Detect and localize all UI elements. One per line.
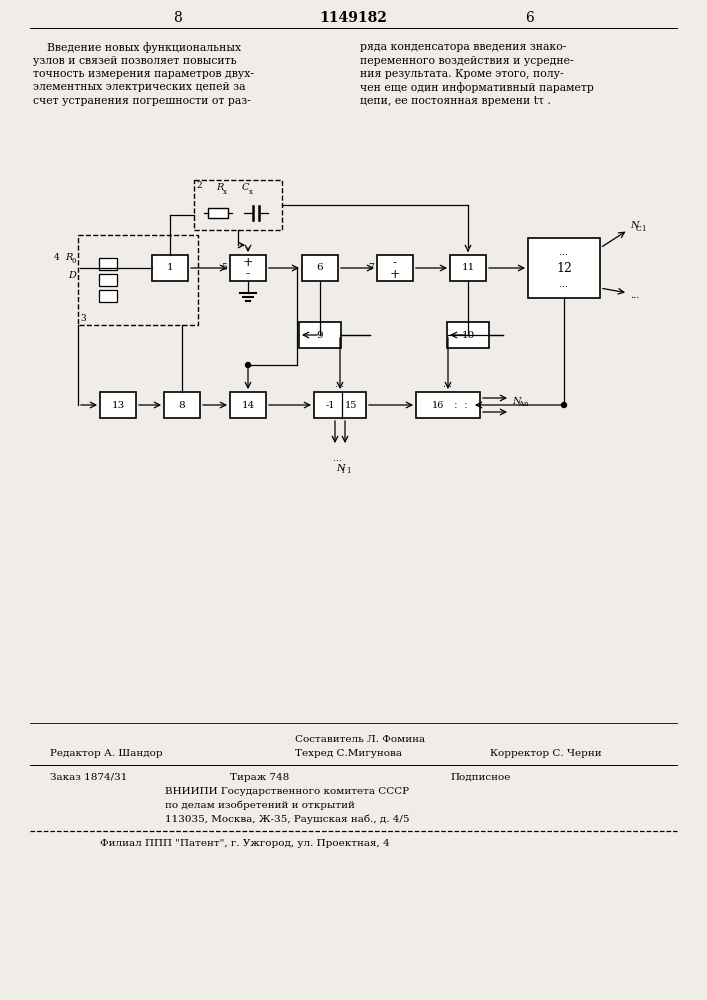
Text: 113035, Москва, Ж-35, Раушская наб., д. 4/5: 113035, Москва, Ж-35, Раушская наб., д. … xyxy=(165,815,409,824)
Text: ...: ... xyxy=(559,247,568,257)
Bar xyxy=(450,255,486,281)
Bar xyxy=(99,274,117,286)
Text: -: - xyxy=(393,256,397,269)
Text: D: D xyxy=(68,271,76,280)
Bar xyxy=(447,322,489,348)
Bar xyxy=(230,255,266,281)
Text: Тираж 748: Тираж 748 xyxy=(230,773,289,782)
Text: Филиал ППП "Патент", г. Ужгород, ул. Проектная, 4: Филиал ППП "Патент", г. Ужгород, ул. Про… xyxy=(100,839,390,848)
Text: цепи, ее постоянная времени tτ .: цепи, ее постоянная времени tτ . xyxy=(360,96,551,106)
Bar xyxy=(528,238,600,298)
Text: 14: 14 xyxy=(241,400,255,410)
Text: 6: 6 xyxy=(317,263,323,272)
Text: Техред С.Мигунова: Техред С.Мигунова xyxy=(295,749,402,758)
Circle shape xyxy=(561,402,566,408)
Text: N: N xyxy=(512,396,520,406)
Text: 12: 12 xyxy=(556,261,572,274)
Text: 10: 10 xyxy=(462,330,474,340)
Text: Редактор А. Шандор: Редактор А. Шандор xyxy=(50,749,163,758)
Text: 8: 8 xyxy=(173,11,182,25)
Bar xyxy=(314,392,366,418)
Text: x: x xyxy=(249,188,253,196)
Text: 2: 2 xyxy=(196,181,201,190)
Text: 5: 5 xyxy=(221,263,227,272)
Text: ...: ... xyxy=(334,453,342,463)
Text: A: A xyxy=(518,400,523,408)
Text: R: R xyxy=(65,253,72,262)
Bar xyxy=(230,392,266,418)
Bar xyxy=(100,392,136,418)
Text: 1: 1 xyxy=(167,263,173,272)
Text: N: N xyxy=(336,464,344,473)
Text: элементных электрических цепей за: элементных электрических цепей за xyxy=(33,83,245,93)
Text: ...: ... xyxy=(443,379,452,389)
Bar xyxy=(152,255,188,281)
Text: n: n xyxy=(524,400,529,408)
Text: Заказ 1874/31: Заказ 1874/31 xyxy=(50,773,127,782)
Text: C: C xyxy=(242,183,250,192)
Text: 9: 9 xyxy=(317,330,323,340)
Text: 3: 3 xyxy=(80,314,86,323)
Bar xyxy=(78,235,198,325)
Text: x: x xyxy=(223,188,227,196)
Text: ...: ... xyxy=(559,279,568,289)
Text: 16: 16 xyxy=(432,400,444,410)
Text: ния результата. Кроме этого, полу-: ния результата. Кроме этого, полу- xyxy=(360,69,563,79)
Bar xyxy=(99,290,117,302)
Text: 1: 1 xyxy=(346,467,351,475)
Text: N: N xyxy=(630,222,638,231)
Text: точность измерения параметров двух-: точность измерения параметров двух- xyxy=(33,69,254,79)
Text: 8: 8 xyxy=(179,400,185,410)
Text: Введение новых функциональных: Введение новых функциональных xyxy=(33,42,241,53)
Bar xyxy=(164,392,200,418)
Text: 15: 15 xyxy=(345,400,357,410)
Text: :: : xyxy=(454,400,458,410)
Bar xyxy=(194,180,282,230)
Text: переменного воздействия и усредне-: переменного воздействия и усредне- xyxy=(360,55,573,66)
Text: ВНИИПИ Государственного комитета СССР: ВНИИПИ Государственного комитета СССР xyxy=(165,787,409,796)
Bar xyxy=(416,392,480,418)
Text: 1149182: 1149182 xyxy=(319,11,387,25)
Text: -: - xyxy=(246,267,250,280)
Text: счет устранения погрешности от раз-: счет устранения погрешности от раз- xyxy=(33,96,251,106)
Text: 1: 1 xyxy=(641,225,645,233)
Text: по делам изобретений и открытий: по делам изобретений и открытий xyxy=(165,801,355,810)
Text: Корректор С. Черни: Корректор С. Черни xyxy=(490,749,602,758)
Text: :: : xyxy=(464,400,468,410)
Text: +: + xyxy=(390,267,400,280)
Text: C: C xyxy=(636,225,642,233)
Text: Составитель Л. Фомина: Составитель Л. Фомина xyxy=(295,735,425,744)
Bar xyxy=(99,258,117,270)
Text: +: + xyxy=(243,256,253,269)
Text: ...: ... xyxy=(336,379,344,389)
Bar xyxy=(377,255,413,281)
Text: 13: 13 xyxy=(112,400,124,410)
Text: R: R xyxy=(216,183,223,192)
Text: 6: 6 xyxy=(525,11,534,25)
Text: узлов и связей позволяет повысить: узлов и связей позволяет повысить xyxy=(33,55,237,66)
Text: ряда конденсатора введения знако-: ряда конденсатора введения знако- xyxy=(360,42,566,52)
Text: -1: -1 xyxy=(325,400,334,410)
Bar xyxy=(208,208,228,218)
Text: 11: 11 xyxy=(462,263,474,272)
Bar xyxy=(299,322,341,348)
Text: 0: 0 xyxy=(72,257,76,265)
Text: f: f xyxy=(342,467,345,475)
Text: 4: 4 xyxy=(54,253,60,262)
Text: 7: 7 xyxy=(368,263,374,272)
Text: чен еще один информативный параметр: чен еще один информативный параметр xyxy=(360,83,594,93)
Bar xyxy=(302,255,338,281)
Circle shape xyxy=(245,362,250,367)
Text: Подписное: Подписное xyxy=(450,773,510,782)
Text: ...: ... xyxy=(630,292,639,300)
